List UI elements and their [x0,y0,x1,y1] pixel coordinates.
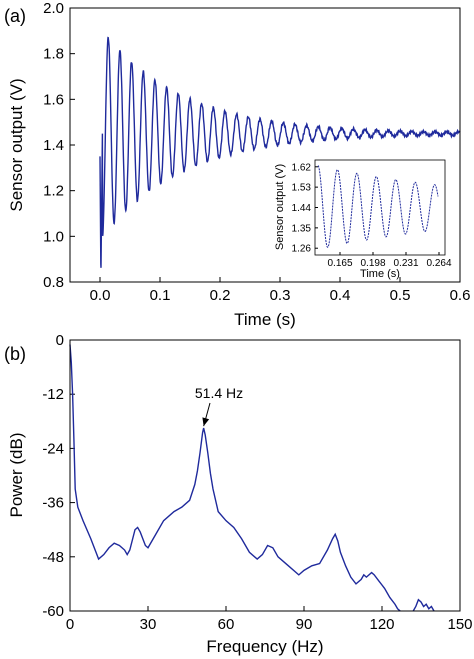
panel-a-label: (a) [4,6,26,26]
panel-b-ytick-label: -60 [42,603,64,620]
inset-xtick-label: 0.198 [360,258,385,269]
inset-ylabel: Sensor output (V) [274,164,286,250]
panel-b-ytick-label: -24 [42,440,64,457]
panel-b-series-line [412,598,435,612]
panel-b-xtick-label: 30 [140,616,157,633]
panel-a-xtick-label: 0.2 [210,287,231,304]
inset-ticks: 0.165 0.198 0.231 0.264 1.26 1.35 1.44 1.53 1.62 [292,162,452,269]
panel-b-xtick-label: 150 [447,616,472,633]
panel-a-ytick-label: 1.8 [43,46,64,63]
panel-a-ytick-label: 1.4 [43,137,64,154]
panel-a-xlabel: Time (s) [234,310,296,329]
panel-b-xtick-label: 120 [369,616,394,633]
panel-a-xtick-label: 0.6 [450,287,471,304]
inset-ytick-label: 1.53 [292,183,312,194]
panel-b-frame [69,339,461,612]
panel-b-xlabel: Frequency (Hz) [206,637,323,656]
panel-b-xtick-label: 0 [66,616,74,633]
panel-a-ylabel: Sensor output (V) [7,78,26,211]
panel-a-frame [69,7,461,283]
panel-b-ylabel: Power (dB) [7,432,26,517]
inset-frame [314,159,446,256]
panel-a-ytick-label: 1.0 [43,228,64,245]
panel-a-ytick-label: 2.0 [43,0,64,17]
panel-b: (b) 0 30 60 90 120 150 0 -12 -24 -36 -48 -60 Freque… [4,332,473,656]
peak-annotation: 51.4 Hz [195,385,243,427]
inset-ytick-label: 1.62 [292,162,312,173]
inset-ytick-label: 1.44 [292,203,312,214]
panel-b-ytick-label: -36 [42,495,64,512]
panel-a-xtick-label: 0.1 [150,287,171,304]
inset-xtick-label: 0.231 [393,258,418,269]
inset-ytick-label: 1.35 [292,223,312,234]
panel-b-ticks: 0 30 60 90 120 150 0 -12 -24 -36 -48 -60 [42,332,472,633]
inset-series-line [317,165,439,248]
panel-b-xtick-label: 90 [296,616,313,633]
inset-xtick-label: 0.264 [426,258,451,269]
inset-series [317,165,439,248]
panel-a-xtick-label: 0.3 [270,287,291,304]
panel-a-xtick-label: 0.4 [330,287,351,304]
peak-annotation-arrowhead [202,417,210,427]
peak-annotation-label: 51.4 Hz [195,385,243,401]
inset-ytick-label: 1.26 [292,244,312,255]
panel-b-label: (b) [4,344,26,364]
panel-a-series [99,36,461,268]
panel-b-series-line [69,344,401,612]
panel-a-xtick-label: 0.0 [90,287,111,304]
inset-xlabel: Time (s) [360,268,400,280]
panel-a-series-line [99,36,461,268]
panel-b-series [69,344,435,612]
panel-b-ytick-label: 0 [56,332,64,349]
panel-a-ytick-label: 1.6 [43,91,64,108]
inset: 0.165 0.198 0.231 0.264 1.26 1.35 1.44 1.53 1.62… [273,158,452,280]
panel-a: (a) 0.0 0.1 0.2 0.3 0.4 0.5 0.6 0.8 1.0 1.2 1.4 1.6… [4,0,470,329]
panel-b-ytick-label: -48 [42,549,64,566]
panel-b-ytick-label: -12 [42,386,64,403]
panel-b-xtick-label: 60 [218,616,235,633]
panel-a-xtick-label: 0.5 [390,287,411,304]
inset-xtick-label: 0.165 [327,258,352,269]
panel-a-ticks: 0.0 0.1 0.2 0.3 0.4 0.5 0.6 0.8 1.0 1.2 1.4 1.6 1.8 2… [43,0,470,304]
panel-a-ytick-label: 0.8 [43,274,64,291]
panel-a-ytick-label: 1.2 [43,183,64,200]
